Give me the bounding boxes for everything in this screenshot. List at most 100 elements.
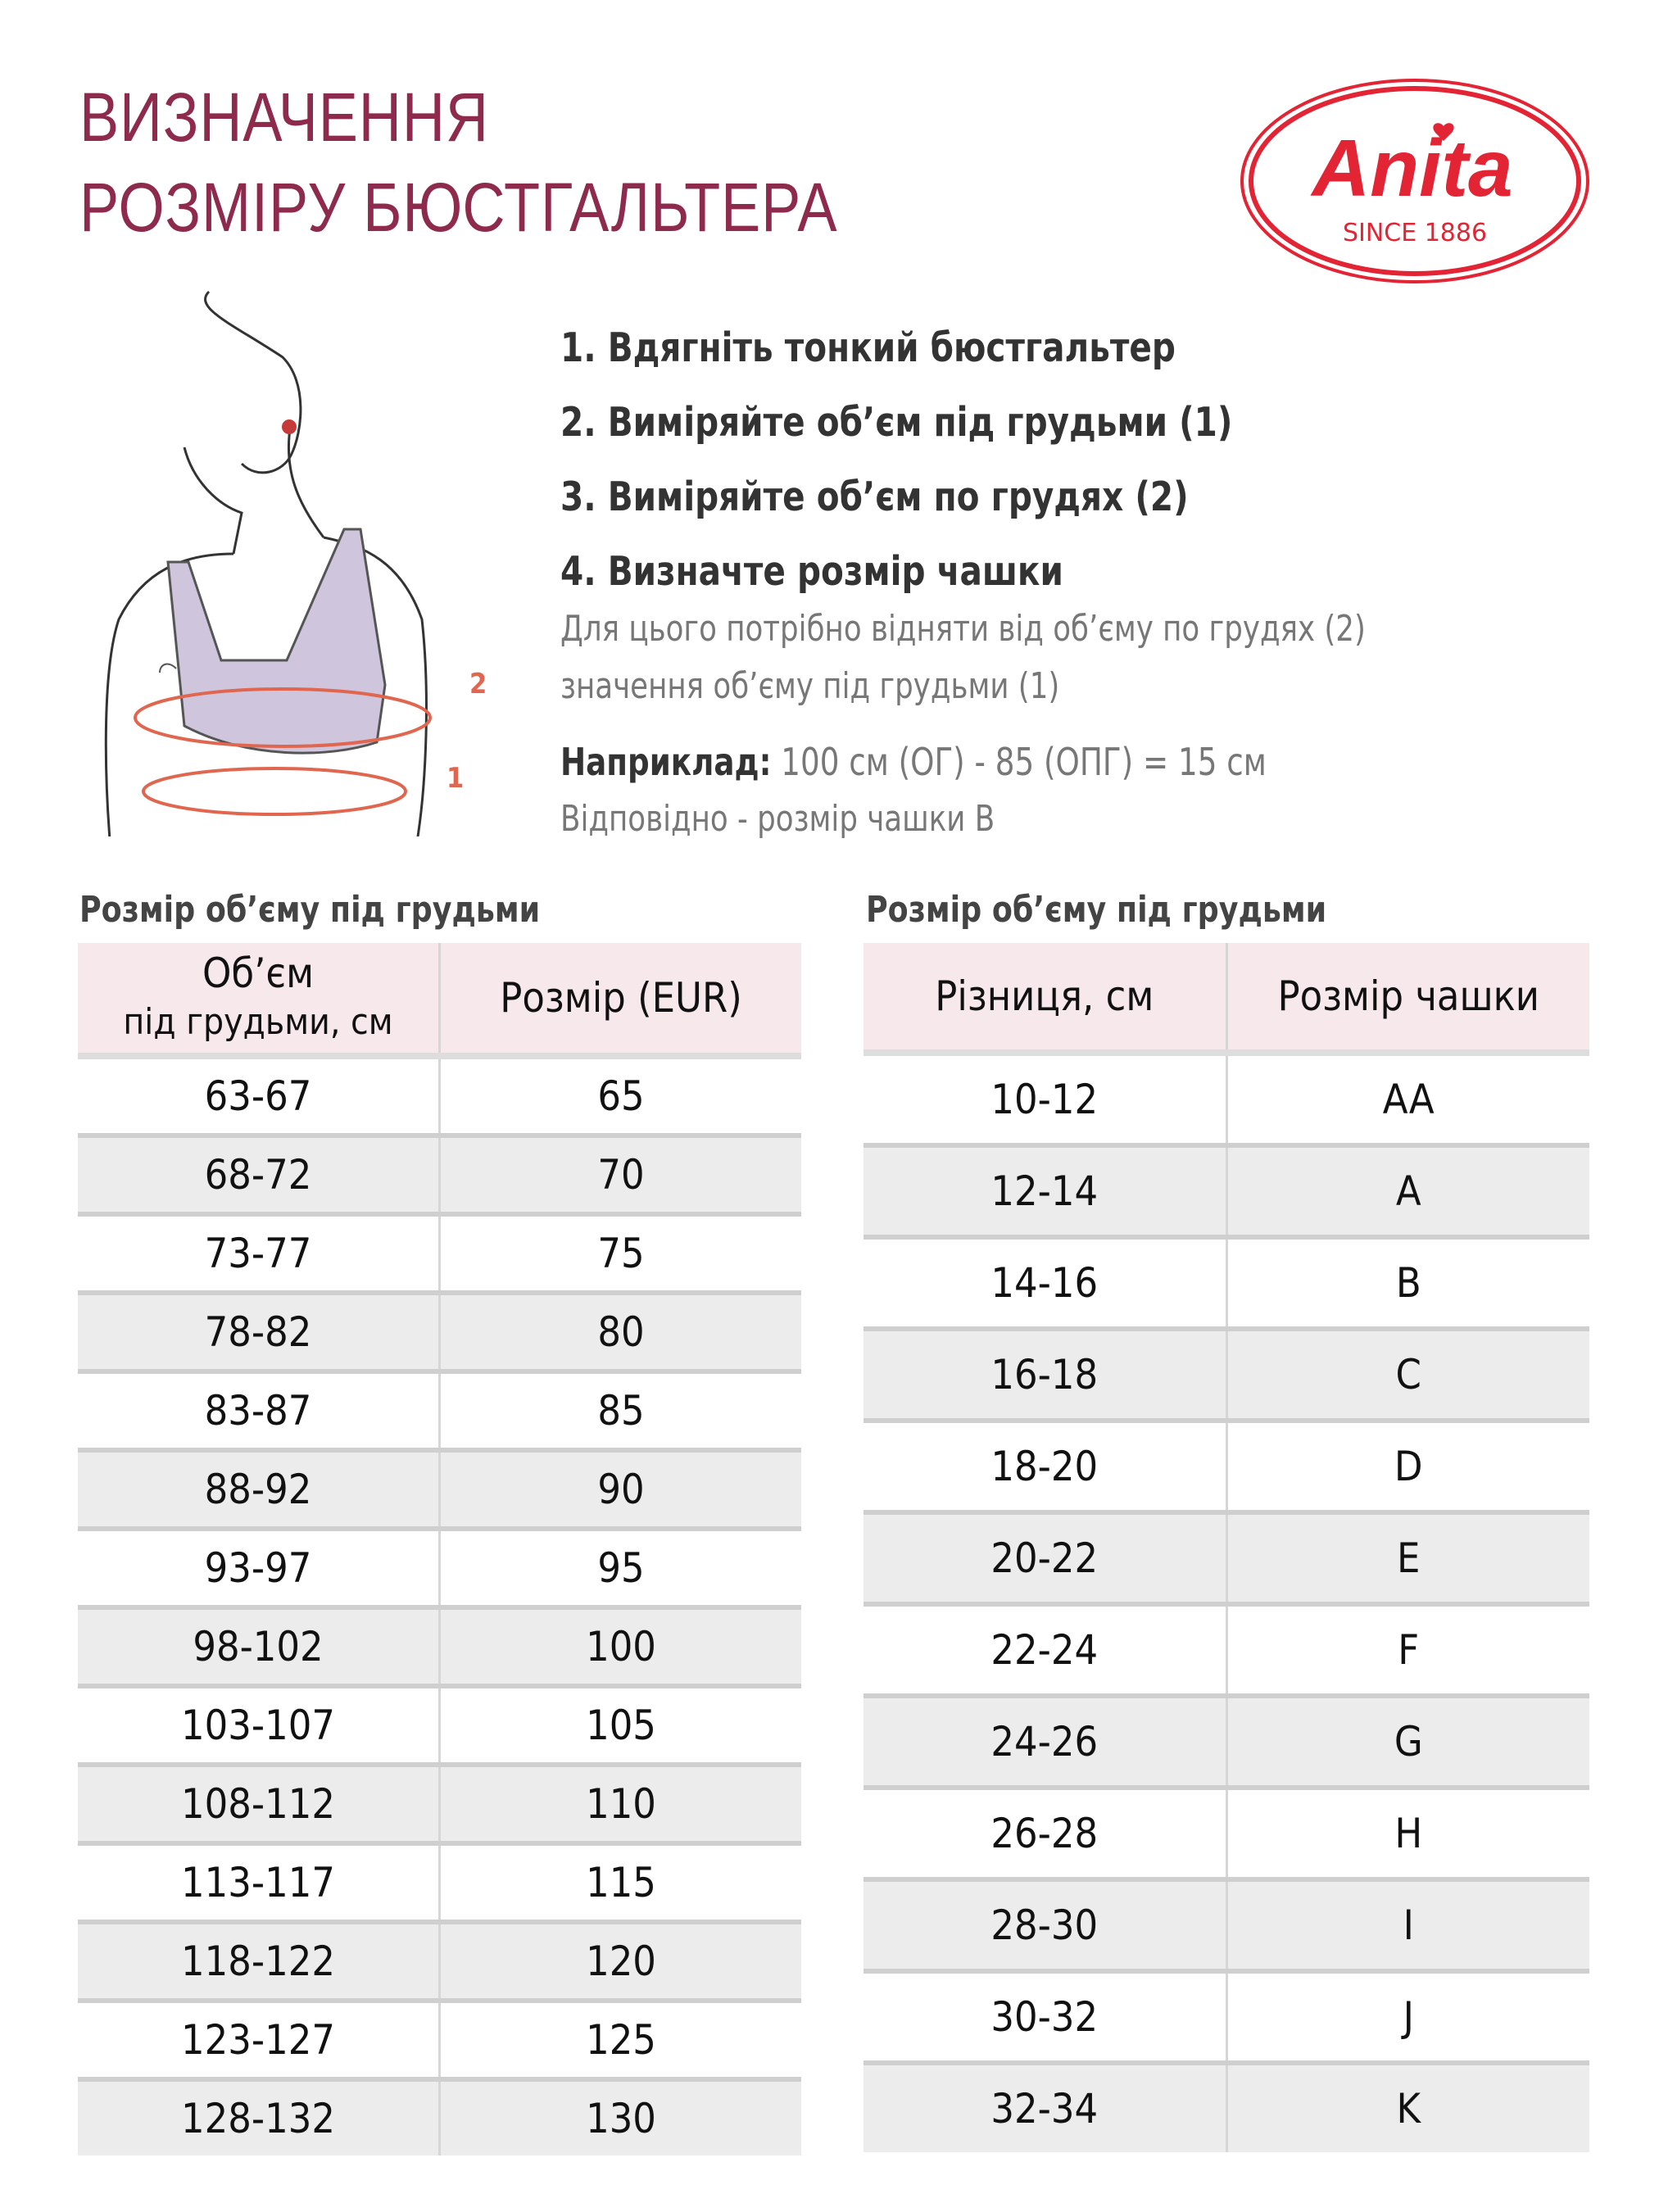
example-result: Відповідно - розмір чашки B xyxy=(560,798,995,840)
table-row: 14-16 B xyxy=(863,1235,1589,1329)
table-cell: K xyxy=(1225,2060,1589,2152)
table-row: 10-12 AA xyxy=(863,1050,1589,1145)
table-cell: 93-97 xyxy=(78,1526,440,1607)
table-cell: 103-107 xyxy=(78,1684,440,1765)
step-4: 4. Визначте розмір чашки xyxy=(560,548,1063,595)
table-row: 20-22 E xyxy=(863,1510,1589,1604)
step-3: 3. Виміряйте об’єм по грудях (2) xyxy=(560,474,1189,520)
table-cell: 12-14 xyxy=(863,1143,1226,1237)
table-cell: J xyxy=(1225,1969,1589,2063)
step-1: 1. Вдягніть тонкий бюстгальтер xyxy=(560,324,1176,371)
table-row: 78-82 80 xyxy=(78,1290,801,1371)
instructions: 1. Вдягніть тонкий бюстгальтер 2. Виміря… xyxy=(560,320,1625,848)
band-col-underbust: Об’єм під грудьми, см xyxy=(78,943,440,1059)
table-row: 128-132 130 xyxy=(78,2077,801,2155)
table-row: 26-28 H xyxy=(863,1785,1589,1879)
example-value: 100 см (ОГ) - 85 (ОПГ) = 15 см xyxy=(781,740,1267,784)
table-cell: 115 xyxy=(438,1841,801,1922)
table-row: 113-117 115 xyxy=(78,1841,801,1922)
table-cell: 24-26 xyxy=(863,1693,1226,1788)
table-cell: D xyxy=(1225,1418,1589,1512)
table-row: 32-34 K xyxy=(863,2060,1589,2152)
table-cell: 30-32 xyxy=(863,1969,1226,2063)
table-cell: 100 xyxy=(438,1605,801,1686)
svg-text:Anita: Anita xyxy=(1310,123,1513,213)
table-cell: 130 xyxy=(438,2077,801,2155)
table-cell: 85 xyxy=(438,1369,801,1450)
table-cell: C xyxy=(1225,1326,1589,1421)
table-row: 118-122 120 xyxy=(78,1920,801,2001)
table-cell: 110 xyxy=(438,1762,801,1843)
table-row: 93-97 95 xyxy=(78,1526,801,1607)
table-row: 16-18 C xyxy=(863,1326,1589,1421)
cup-table-heading: Розмір об’єму під грудьми xyxy=(866,889,1327,931)
table-cell: 14-16 xyxy=(863,1235,1226,1329)
table-row: 88-92 90 xyxy=(78,1448,801,1529)
table-cell: A xyxy=(1225,1143,1589,1237)
table-cell: AA xyxy=(1225,1050,1589,1145)
table-cell: E xyxy=(1225,1510,1589,1604)
table-cell: 63-67 xyxy=(78,1054,440,1135)
table-cell: 113-117 xyxy=(78,1841,440,1922)
svg-text:SINCE 1886: SINCE 1886 xyxy=(1343,219,1487,247)
cup-size-table: Різниця, см Розмір чашки 10-12 AA 12-14 A 14… xyxy=(863,943,1589,2152)
table-cell: 18-20 xyxy=(863,1418,1226,1512)
table-row: 103-107 105 xyxy=(78,1684,801,1765)
example: Наприклад: 100 см (ОГ) - 85 (ОПГ) = 15 с… xyxy=(560,733,1519,791)
table-cell: F xyxy=(1225,1602,1589,1696)
table-cell: 123-127 xyxy=(78,1998,440,2079)
table-cell: 10-12 xyxy=(863,1050,1226,1145)
example-label: Наприклад: xyxy=(560,740,772,784)
anita-logo: Anita SINCE 1886 xyxy=(1240,79,1589,283)
table-cell: G xyxy=(1225,1693,1589,1788)
underbust-label: 1 xyxy=(446,762,464,795)
table-row: 24-26 G xyxy=(863,1693,1589,1788)
step-2: 2. Виміряйте об’єм під грудьми (1) xyxy=(560,399,1233,446)
note-line-1: Для цього потрібно відняти від об’єму по… xyxy=(560,608,1366,650)
cup-col-size: Розмір чашки xyxy=(1225,943,1589,1056)
table-cell: 80 xyxy=(438,1290,801,1371)
table-cell: 105 xyxy=(438,1684,801,1765)
table-row: 63-67 65 xyxy=(78,1054,801,1135)
table-cell: 26-28 xyxy=(863,1785,1226,1879)
table-cell: 68-72 xyxy=(78,1133,440,1214)
table-cell: I xyxy=(1225,1877,1589,1971)
band-size-table: Об’єм під грудьми, см Розмір (EUR) 63-67 6… xyxy=(78,943,801,2155)
table-cell: 95 xyxy=(438,1526,801,1607)
table-cell: 125 xyxy=(438,1998,801,2079)
table-cell: 20-22 xyxy=(863,1510,1226,1604)
table-cell: 120 xyxy=(438,1920,801,2001)
table-row: 22-24 F xyxy=(863,1602,1589,1696)
table-row: 18-20 D xyxy=(863,1418,1589,1512)
table-cell: 98-102 xyxy=(78,1605,440,1686)
table-cell: 16-18 xyxy=(863,1326,1226,1421)
table-row: 12-14 A xyxy=(863,1143,1589,1237)
table-cell: 90 xyxy=(438,1448,801,1529)
table-cell: B xyxy=(1225,1235,1589,1329)
table-cell: 78-82 xyxy=(78,1290,440,1371)
table-row: 98-102 100 xyxy=(78,1605,801,1686)
table-cell: 32-34 xyxy=(863,2060,1226,2152)
table-cell: 70 xyxy=(438,1133,801,1214)
table-cell: 88-92 xyxy=(78,1448,440,1529)
table-cell: H xyxy=(1225,1785,1589,1879)
table-cell: 83-87 xyxy=(78,1369,440,1450)
table-cell: 108-112 xyxy=(78,1762,440,1843)
table-row: 108-112 110 xyxy=(78,1762,801,1843)
table-row: 30-32 J xyxy=(863,1969,1589,2063)
band-table-heading: Розмір об’єму під грудьми xyxy=(79,889,541,931)
cup-col-difference: Різниця, см xyxy=(863,943,1226,1056)
table-row: 83-87 85 xyxy=(78,1369,801,1450)
note-line-2: значення об’єму під грудьми (1) xyxy=(560,665,1060,707)
page-title: ВИЗНАЧЕННЯ РОЗМІРУ БЮСТГАЛЬТЕРА xyxy=(79,79,838,246)
table-cell: 128-132 xyxy=(78,2077,440,2155)
table-cell: 73-77 xyxy=(78,1212,440,1293)
band-col-size: Розмір (EUR) xyxy=(438,943,801,1059)
table-row: 123-127 125 xyxy=(78,1998,801,2079)
table-cell: 65 xyxy=(438,1054,801,1135)
table-cell: 118-122 xyxy=(78,1920,440,2001)
table-row: 68-72 70 xyxy=(78,1133,801,1214)
table-row: 73-77 75 xyxy=(78,1212,801,1293)
table-cell: 75 xyxy=(438,1212,801,1293)
measurement-illustration: 2 1 xyxy=(104,290,487,836)
